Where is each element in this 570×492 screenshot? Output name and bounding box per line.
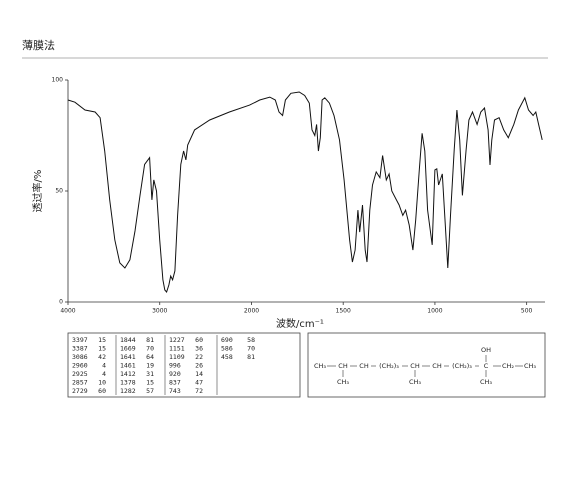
- peak-wavenumber: 743: [169, 387, 181, 395]
- chain-group: CH₃: [524, 362, 536, 370]
- peak-transmittance: 19: [146, 362, 154, 370]
- substituent: OH: [481, 346, 491, 354]
- peak-transmittance: 70: [146, 345, 154, 353]
- peak-transmittance: 64: [146, 353, 154, 361]
- peak-transmittance: 72: [195, 387, 203, 395]
- peak-wavenumber: 458: [221, 353, 233, 361]
- x-tick-label: 2000: [244, 308, 259, 315]
- peak-transmittance: 10: [98, 379, 106, 387]
- peak-wavenumber: 690: [221, 336, 233, 344]
- peak-transmittance: 81: [247, 353, 255, 361]
- peak-transmittance: 58: [247, 336, 255, 344]
- chain-group: (CH₂)₃: [452, 362, 472, 370]
- chain-group: CH₃: [314, 362, 326, 370]
- peak-transmittance: 36: [195, 345, 203, 353]
- peak-transmittance: 42: [98, 353, 106, 361]
- peak-transmittance: 14: [195, 370, 203, 378]
- peak-transmittance: 47: [195, 379, 203, 387]
- peak-transmittance: 15: [98, 336, 106, 344]
- peak-transmittance: 15: [98, 345, 106, 353]
- x-tick-label: 1000: [427, 308, 442, 315]
- peak-transmittance: 70: [247, 345, 255, 353]
- substituent: CH₃: [480, 378, 492, 386]
- x-tick-label: 500: [521, 308, 533, 315]
- peak-wavenumber: 3397: [72, 336, 88, 344]
- peak-wavenumber: 2857: [72, 379, 88, 387]
- substituent: CH₃: [337, 378, 349, 386]
- peak-wavenumber: 2960: [72, 362, 88, 370]
- x-tick-label: 1500: [336, 308, 351, 315]
- structure-frame: [307, 332, 546, 398]
- page-title: 薄膜法: [22, 38, 55, 52]
- chain-group: CH: [410, 362, 420, 370]
- peak-transmittance: 60: [195, 336, 203, 344]
- peak-wavenumber: 1844: [120, 336, 136, 344]
- x-tick-label: 3000: [152, 308, 167, 315]
- chain-group: CH₂: [502, 362, 514, 370]
- y-tick-label: 50: [55, 188, 63, 195]
- chain-group: CH: [338, 362, 348, 370]
- peak-wavenumber: 1412: [120, 370, 136, 378]
- peak-transmittance: 31: [146, 370, 154, 378]
- peak-transmittance: 60: [98, 387, 106, 395]
- peak-wavenumber: 920: [169, 370, 181, 378]
- chain-group: C: [484, 362, 489, 370]
- chain-group: (CH₂)₃: [379, 362, 399, 370]
- peak-wavenumber: 1669: [120, 345, 136, 353]
- peak-transmittance: 15: [146, 379, 154, 387]
- peak-wavenumber: 1227: [169, 336, 185, 344]
- y-tick-label: 100: [52, 77, 64, 84]
- substituent: CH₃: [409, 378, 421, 386]
- peak-transmittance: 81: [146, 336, 154, 344]
- peak-transmittance: 4: [102, 370, 106, 378]
- peak-transmittance: 22: [195, 353, 203, 361]
- peak-transmittance: 57: [146, 387, 154, 395]
- peak-wavenumber: 1641: [120, 353, 136, 361]
- peak-transmittance: 26: [195, 362, 203, 370]
- peak-wavenumber: 1151: [169, 345, 185, 353]
- peak-table-frame: [67, 332, 301, 398]
- chain-group: CH: [432, 362, 442, 370]
- peak-wavenumber: 1282: [120, 387, 136, 395]
- spectrum-line: [67, 91, 543, 293]
- y-tick-label: 0: [59, 299, 63, 306]
- x-axis-label: 波数/cm⁻¹: [276, 317, 324, 330]
- chain-group: CH: [359, 362, 369, 370]
- peak-wavenumber: 586: [221, 345, 233, 353]
- peak-wavenumber: 996: [169, 362, 181, 370]
- x-tick-label: 4000: [60, 308, 75, 315]
- peak-wavenumber: 2729: [72, 387, 88, 395]
- y-axis-label: 透过率/%: [31, 170, 44, 213]
- peak-transmittance: 4: [102, 362, 106, 370]
- peak-wavenumber: 2925: [72, 370, 88, 378]
- peak-wavenumber: 837: [169, 379, 181, 387]
- peak-wavenumber: 1461: [120, 362, 136, 370]
- peak-wavenumber: 3086: [72, 353, 88, 361]
- peak-wavenumber: 1378: [120, 379, 136, 387]
- peak-wavenumber: 1109: [169, 353, 185, 361]
- peak-wavenumber: 3387: [72, 345, 88, 353]
